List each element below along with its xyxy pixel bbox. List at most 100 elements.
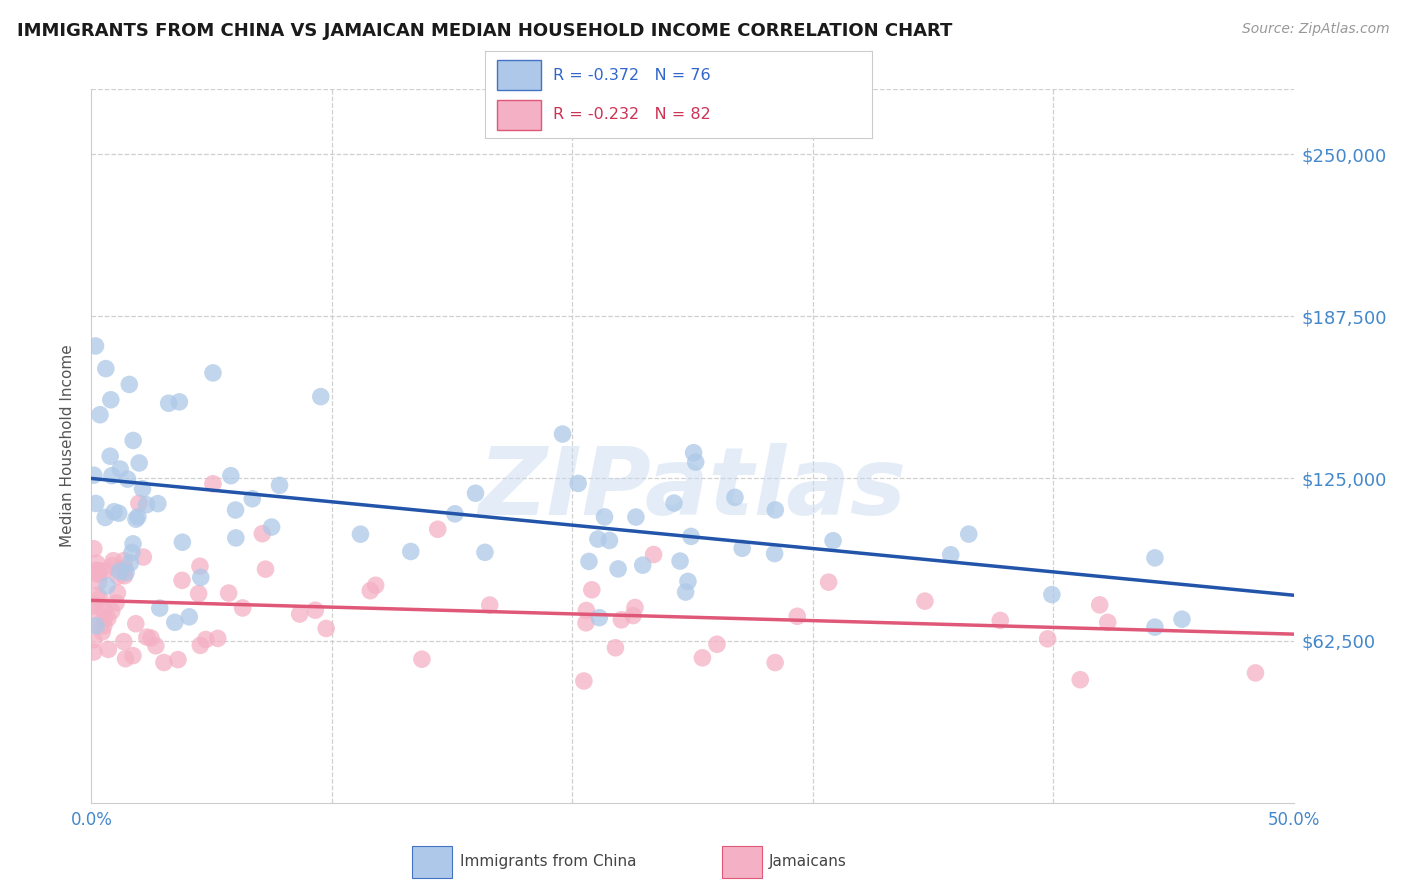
Point [179, 610, 201, 624]
Point [551, 427, 574, 442]
Point [93, 564, 115, 578]
Point [364, 578, 387, 592]
Text: R = -0.372   N = 76: R = -0.372 N = 76 [553, 68, 710, 83]
Point [426, 522, 449, 536]
Point [624, 600, 647, 615]
Point [201, 366, 224, 380]
Point [120, 556, 142, 570]
Point [1088, 598, 1111, 612]
Point [114, 568, 136, 582]
Point [117, 472, 139, 486]
Point [679, 529, 702, 543]
Point [593, 510, 616, 524]
Point [1069, 673, 1091, 687]
Point [817, 575, 839, 590]
Point [107, 506, 129, 520]
Point [598, 533, 620, 548]
Point [114, 651, 136, 665]
Point [1171, 612, 1194, 626]
Point [112, 634, 135, 648]
Point [218, 586, 240, 600]
Point [87, 567, 110, 582]
Text: Source: ZipAtlas.com: Source: ZipAtlas.com [1241, 22, 1389, 37]
Point [105, 596, 128, 610]
Point [122, 648, 145, 663]
Point [269, 478, 291, 492]
Point [86, 556, 108, 570]
Point [685, 455, 707, 469]
Point [135, 630, 157, 644]
Text: R = -0.232   N = 82: R = -0.232 N = 82 [553, 107, 710, 122]
Point [631, 558, 654, 573]
Point [201, 476, 224, 491]
Point [89, 408, 111, 422]
Point [89, 591, 111, 606]
Point [83, 645, 105, 659]
Point [112, 553, 135, 567]
Point [624, 510, 647, 524]
Point [145, 639, 167, 653]
Point [188, 559, 211, 574]
Point [581, 582, 603, 597]
Point [84, 599, 107, 613]
Point [578, 554, 600, 568]
Point [128, 456, 150, 470]
Point [610, 613, 633, 627]
Point [89, 566, 111, 580]
Point [84, 619, 107, 633]
Point [1143, 620, 1166, 634]
Point [588, 610, 610, 624]
Point [87, 564, 110, 578]
Point [194, 632, 217, 647]
Point [359, 583, 381, 598]
Point [163, 615, 186, 630]
Point [83, 468, 105, 483]
Point [219, 468, 242, 483]
Point [724, 491, 747, 505]
Point [146, 497, 169, 511]
FancyBboxPatch shape [496, 61, 541, 90]
Point [107, 586, 129, 600]
Point [169, 395, 191, 409]
Point [349, 527, 371, 541]
Point [101, 468, 124, 483]
Point [309, 390, 332, 404]
Point [1040, 588, 1063, 602]
Point [232, 601, 254, 615]
Point [567, 476, 589, 491]
Point [86, 564, 108, 578]
Point [132, 550, 155, 565]
Point [127, 509, 149, 524]
Point [97, 642, 120, 657]
Point [662, 496, 685, 510]
Point [786, 609, 808, 624]
Point [93, 603, 115, 617]
Point [288, 607, 311, 621]
Point [669, 554, 692, 568]
Point [103, 554, 125, 568]
Point [260, 520, 283, 534]
Point [304, 603, 326, 617]
Point [107, 569, 129, 583]
Point [621, 608, 644, 623]
Point [94, 510, 117, 524]
Point [411, 652, 433, 666]
Point [478, 598, 501, 612]
Point [254, 562, 277, 576]
Point [83, 615, 105, 630]
Point [149, 601, 172, 615]
Point [131, 482, 153, 496]
Point [692, 650, 714, 665]
Point [939, 548, 962, 562]
Point [84, 496, 107, 510]
Point [118, 377, 141, 392]
Point [121, 546, 143, 560]
Point [167, 653, 190, 667]
Point [114, 561, 136, 575]
Point [957, 527, 980, 541]
Point [706, 637, 728, 651]
Point [91, 624, 114, 639]
Point [115, 566, 138, 580]
Point [110, 462, 132, 476]
Point [763, 503, 786, 517]
